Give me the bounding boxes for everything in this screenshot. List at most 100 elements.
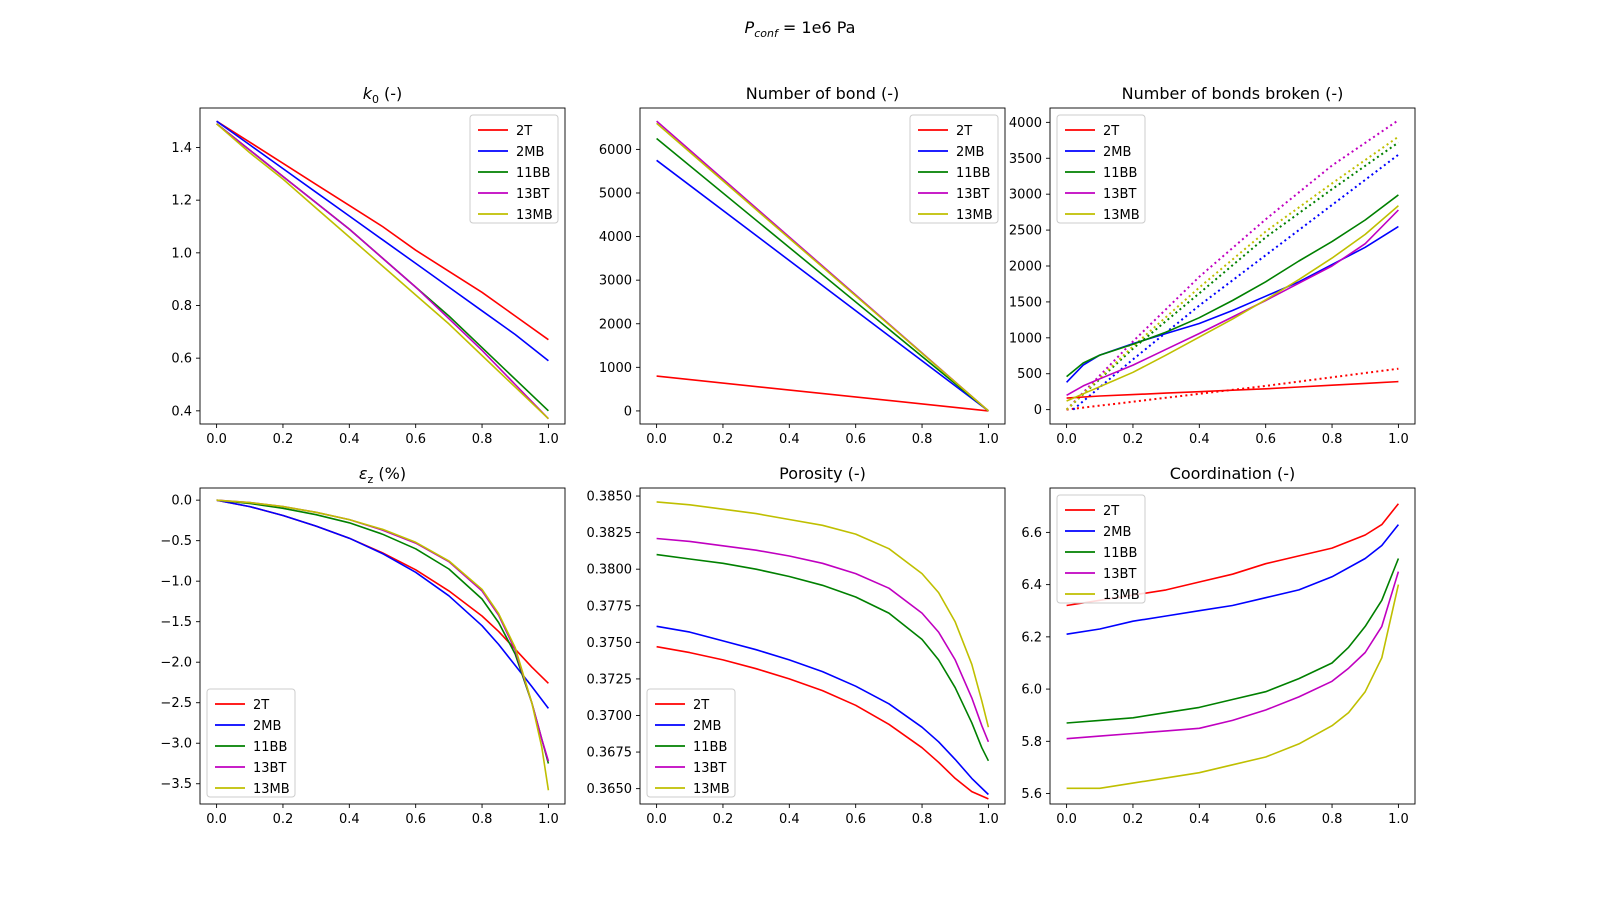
suptitle-rest: = 1e6 Pa — [778, 18, 856, 37]
subplot-title-coordination: Coordination (-) — [1170, 464, 1296, 483]
legend-box — [646, 688, 736, 798]
subplot-k0: k0 (-) 0.0 0.2 0.4 0.6 0.8 1.0 0.4 0.6 0.8 1.0 1.2 1… — [171, 84, 566, 447]
legend-label-11BB: 11BB — [956, 166, 990, 181]
suptitle-symbol: P — [745, 18, 755, 37]
y-tick-label: −1.0 — [160, 575, 192, 590]
y-tick-label: −3.5 — [160, 777, 192, 792]
y-tick-label: 0.3700 — [587, 709, 633, 724]
x-tick-label: 0.0 — [1056, 812, 1077, 827]
x-tick-label: 1.0 — [538, 812, 559, 827]
x-tick-label: 1.0 — [1388, 812, 1409, 827]
y-tick-label: 0.0 — [171, 494, 192, 509]
series-line-2MB — [1066, 524, 1400, 635]
legend-label-2T: 2T — [1103, 124, 1119, 139]
y-tick-label: 0.3675 — [587, 746, 633, 761]
y-tick-label: 1.4 — [171, 141, 192, 156]
legend-label-2MB: 2MB — [956, 145, 984, 160]
legend-label-2MB: 2MB — [693, 719, 721, 734]
x-tick-label: 0.0 — [646, 432, 667, 447]
legend: 2T 2MB 11BB 13BT 13MB — [469, 114, 559, 224]
subplot-epsz: εz (%) 0.0 0.2 0.4 0.6 0.8 1.0 0.0 −0.5 −1.0 −1.5 −… — [160, 464, 566, 827]
subplot-title-bonds: Number of bond (-) — [746, 84, 899, 103]
y-tick-label: 0 — [624, 404, 632, 419]
legend-label-13MB: 13MB — [693, 782, 730, 797]
legend-label-13BT: 13BT — [1103, 187, 1136, 202]
series-line-11BB — [656, 137, 989, 412]
legend-box — [469, 114, 559, 224]
y-tick-label: 6.2 — [1021, 630, 1042, 645]
x-tick-label: 0.4 — [779, 812, 800, 827]
subplot-title-broken: Number of bonds broken (-) — [1122, 84, 1344, 103]
series-line-13MB — [1066, 205, 1399, 402]
y-tick-label: 5000 — [599, 186, 632, 201]
legend-label-11BB: 11BB — [253, 740, 287, 755]
x-tick-label: 0.4 — [339, 812, 360, 827]
subplot-grid: k0 (-)0.0 0.2 0.4 0.6 0.8 1.00.40.60.81.01.21… — [160, 84, 1416, 827]
subplot-broken: Number of bonds broken (-) 0.0 0.2 0.4 0.6 0.… — [1009, 84, 1416, 447]
x-tick-label: 0.0 — [1056, 432, 1077, 447]
legend-box — [206, 688, 296, 798]
x-tick-label: 0.0 — [646, 812, 667, 827]
series-line-2MB — [216, 120, 549, 362]
y-tick-label: 0.8 — [171, 299, 192, 314]
legend-label-13MB: 13MB — [1103, 588, 1140, 603]
x-tick-label: 0.2 — [713, 812, 734, 827]
legend-box — [909, 114, 999, 224]
title-subscript: z — [368, 473, 374, 486]
title-symbol: ε — [359, 464, 368, 483]
x-tick-label: 0.2 — [1123, 432, 1144, 447]
legend: 2T 2MB 11BB 13BT 13MB — [206, 688, 296, 798]
legend-label-13MB: 13MB — [1103, 208, 1140, 223]
x-tick-label: 0.2 — [1123, 812, 1144, 827]
legend-label-13BT: 13BT — [516, 187, 549, 202]
series-line-13MB — [656, 501, 990, 728]
series-line-2T — [656, 645, 989, 800]
x-tick-label: 0.6 — [1255, 432, 1276, 447]
y-tick-label: −3.0 — [160, 737, 192, 752]
x-tick-label: 0.4 — [1189, 432, 1210, 447]
y-tick-label: 2000 — [599, 317, 632, 332]
series-group — [216, 120, 549, 420]
series-line-13BT — [656, 537, 990, 743]
y-tick-label: −0.5 — [160, 534, 192, 549]
x-tick-label: 0.0 — [206, 432, 227, 447]
legend-label-13MB: 13MB — [516, 208, 553, 223]
y-tick-label: 0.3725 — [587, 672, 633, 687]
x-tick-label: 1.0 — [978, 432, 999, 447]
y-tick-label: 2500 — [1009, 224, 1042, 239]
y-tick-label: 4000 — [1009, 116, 1042, 131]
y-tick-label: 4000 — [599, 230, 632, 245]
series-line-2T — [216, 499, 549, 684]
legend-label-2MB: 2MB — [1103, 525, 1131, 540]
series-line-11BB — [1066, 558, 1400, 724]
dotted-series-13BT — [1065, 119, 1399, 411]
series-line-2MB — [1066, 225, 1399, 383]
series-group — [216, 499, 550, 791]
legend-label-11BB: 11BB — [516, 166, 550, 181]
series-line-2MB — [656, 159, 989, 412]
series-line-13MB — [216, 499, 550, 791]
x-tick-label: 1.0 — [538, 432, 559, 447]
y-tick-label: 0.3825 — [587, 526, 633, 541]
series-line-2MB — [216, 499, 550, 709]
y-tick-label: 3500 — [1009, 152, 1042, 167]
subplot-coordination: Coordination (-) 0.0 0.2 0.4 0.6 0.8 1.0 5.6 5.8… — [1021, 464, 1416, 827]
legend-label-2MB: 2MB — [1103, 145, 1131, 160]
x-tick-label: 0.6 — [405, 432, 426, 447]
x-tick-label: 0.4 — [339, 432, 360, 447]
dotted-series-2MB — [1072, 153, 1400, 411]
legend-label-2T: 2T — [956, 124, 972, 139]
legend-label-2T: 2T — [516, 124, 532, 139]
title-rest: (-) — [379, 84, 402, 103]
title-subscript: 0 — [372, 93, 379, 106]
y-tick-label: 1.0 — [171, 246, 192, 261]
legend-label-2T: 2T — [693, 698, 709, 713]
x-tick-label: 0.2 — [713, 432, 734, 447]
y-tick-label: 6.6 — [1021, 526, 1042, 541]
figure-suptitle: Pconf = 1e6 Pa — [745, 18, 856, 40]
series-line-13MB — [656, 122, 989, 412]
legend-label-2MB: 2MB — [253, 719, 281, 734]
subplot-bonds: Number of bond (-) 0.0 0.2 0.4 0.6 0.8 1.0 0 100… — [599, 84, 1006, 447]
x-tick-label: 1.0 — [1388, 432, 1409, 447]
axes-frame — [199, 107, 566, 425]
